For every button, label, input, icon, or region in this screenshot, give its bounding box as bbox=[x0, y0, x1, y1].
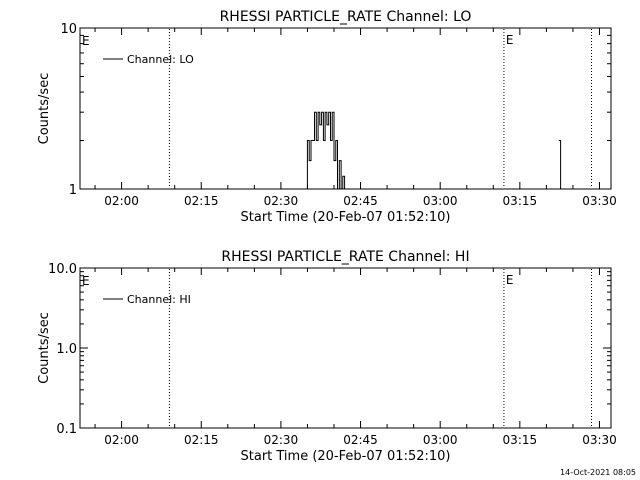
x-tick-label: 03:15 bbox=[503, 433, 538, 447]
event-marker-label: E bbox=[506, 33, 514, 47]
x-tick-label: 02:15 bbox=[184, 194, 219, 208]
legend-label: Channel: LO bbox=[127, 53, 194, 66]
x-tick-label: 02:30 bbox=[264, 194, 299, 208]
y-tick-label: 1.0 bbox=[56, 342, 77, 357]
y-tick-label: 10.0 bbox=[48, 262, 77, 277]
y-axis-label: Counts/sec bbox=[37, 312, 52, 384]
x-tick-label: 03:30 bbox=[582, 194, 617, 208]
y-tick-label: 1 bbox=[69, 183, 77, 198]
plot-frame bbox=[79, 267, 612, 429]
x-axis-label: Start Time (20-Feb-07 01:52:10) bbox=[241, 210, 451, 225]
x-tick-label: 02:15 bbox=[184, 433, 219, 447]
lo-channel-panel: RHESSI PARTICLE_RATE Channel: LO 02:00 02:… bbox=[37, 9, 617, 225]
hi-channel-panel: RHESSI PARTICLE_RATE Channel: HI 02:00 02:… bbox=[37, 249, 617, 464]
chart-title: RHESSI PARTICLE_RATE Channel: HI bbox=[221, 249, 469, 265]
x-tick-label: 03:30 bbox=[582, 433, 617, 447]
chart-title: RHESSI PARTICLE_RATE Channel: LO bbox=[220, 9, 472, 25]
edge-event-label: E bbox=[82, 274, 90, 288]
x-tick-label: 02:45 bbox=[343, 194, 378, 208]
plot-frame bbox=[79, 27, 612, 190]
y-tick-label: 0.1 bbox=[56, 422, 77, 437]
legend-label: Channel: HI bbox=[127, 293, 191, 306]
x-tick-label: 02:45 bbox=[343, 433, 378, 447]
y-axis-label: Counts/sec bbox=[37, 73, 52, 145]
x-tick-label: 02:00 bbox=[104, 194, 139, 208]
x-axis-label: Start Time (20-Feb-07 01:52:10) bbox=[241, 449, 451, 464]
data-series-line bbox=[558, 140, 562, 189]
event-marker-label: E bbox=[506, 273, 514, 287]
x-tick-label: 02:30 bbox=[264, 433, 299, 447]
footer-timestamp: 14-Oct-2021 08:05 bbox=[560, 468, 636, 477]
x-tick-label: 03:00 bbox=[423, 433, 458, 447]
y-tick-label: 10 bbox=[60, 22, 77, 37]
x-tick-label: 03:00 bbox=[423, 194, 458, 208]
edge-event-label: E bbox=[82, 34, 90, 48]
x-tick-label: 03:15 bbox=[503, 194, 538, 208]
data-series-line bbox=[305, 111, 346, 190]
x-tick-label: 02:00 bbox=[104, 433, 139, 447]
